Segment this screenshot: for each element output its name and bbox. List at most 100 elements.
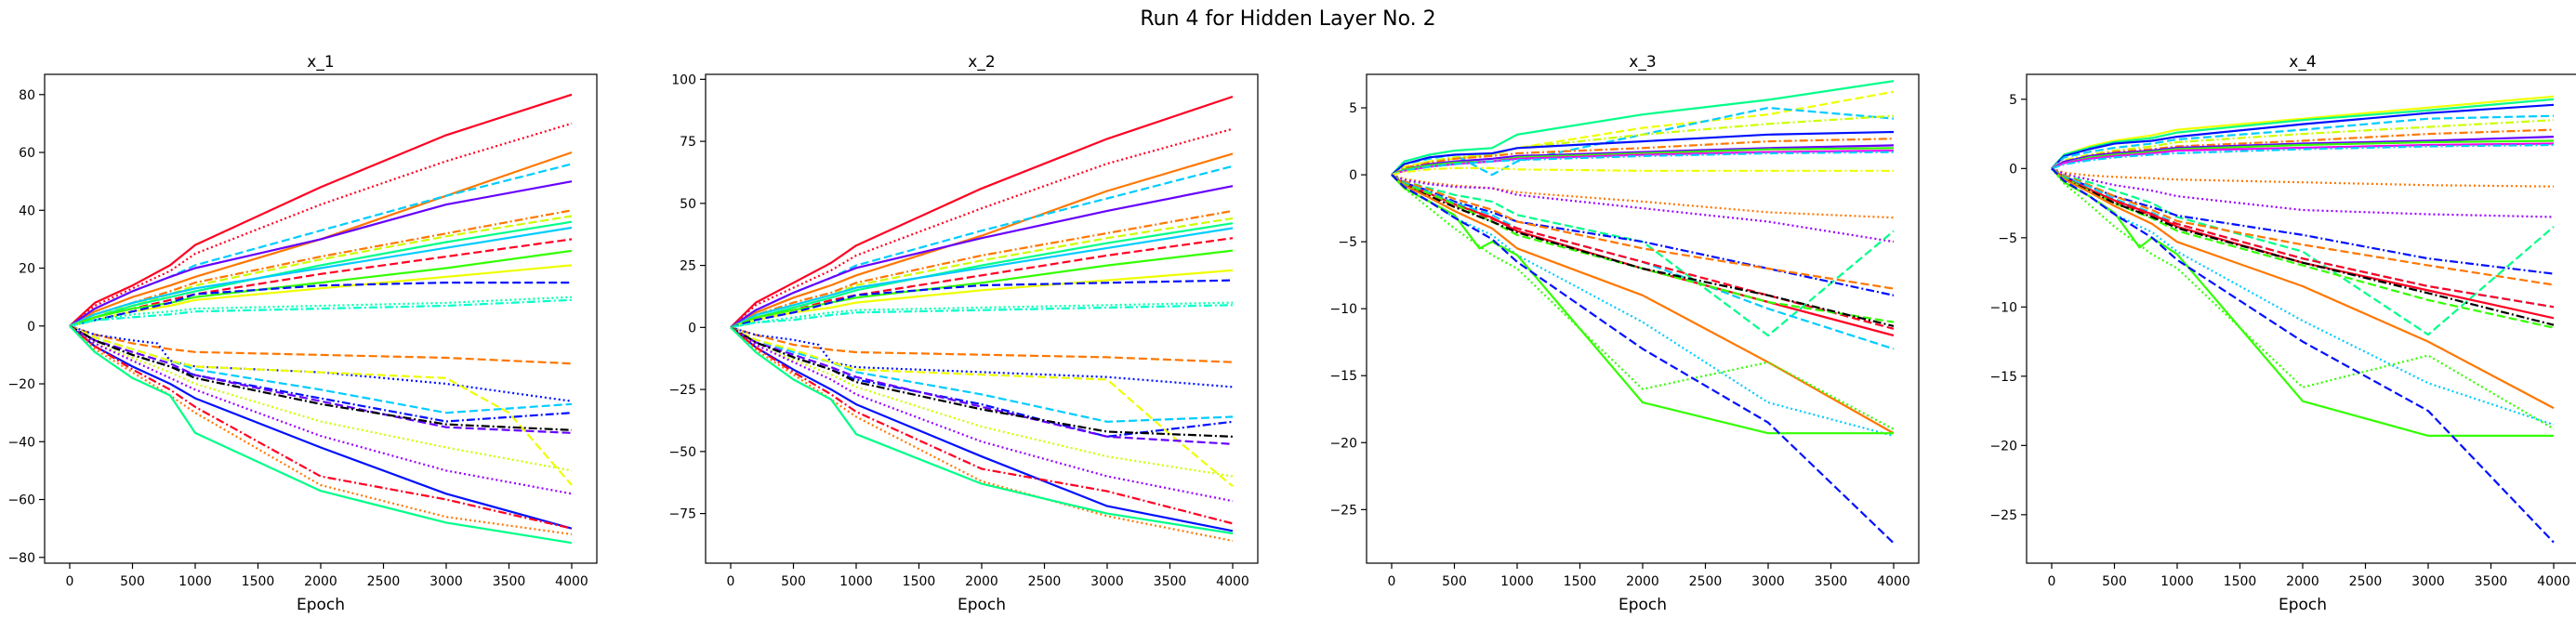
series-line-4 [1391, 114, 1895, 177]
x-tick-label: 3500 [2475, 574, 2508, 589]
x-tick-label: 1000 [1500, 574, 1534, 589]
series-line-3 [69, 151, 573, 327]
x-tick-label: 4000 [1877, 574, 1910, 589]
x-tick-label: 500 [120, 574, 145, 589]
y-tick-label: −20 [1329, 436, 1357, 451]
x-tick-label: 3500 [1154, 574, 1187, 589]
series-line-16 [69, 324, 573, 365]
x-tick-label: 0 [727, 574, 735, 589]
series-line-2 [730, 127, 1234, 329]
subplot-4: 0 500 1000 1500 2000 2500 3000 3500 4000 −25 −20 −1… [1989, 53, 2576, 614]
x-tick-label: 1500 [242, 574, 275, 589]
series-line-18 [730, 326, 1234, 423]
y-tick-label: 100 [671, 72, 696, 87]
y-tick-label: 5 [2009, 93, 2017, 108]
x-tick-label: 1000 [178, 574, 212, 589]
series-group [1391, 80, 1895, 545]
series-line-26 [730, 326, 1234, 525]
series-line-11 [730, 249, 1234, 329]
series-line-10 [2051, 143, 2555, 170]
series-line-19 [69, 324, 573, 486]
x-axis-label: Epoch [958, 596, 1006, 614]
x-tick-label: 3000 [429, 574, 463, 589]
series-line-21 [1391, 174, 1895, 327]
series-line-9 [69, 226, 573, 327]
x-tick-label: 0 [1388, 574, 1396, 589]
series-line-19 [730, 326, 1234, 488]
series-line-22 [69, 324, 573, 431]
x-tick-label: 1000 [2160, 574, 2194, 589]
series-line-12 [730, 269, 1234, 329]
series-line-26 [1391, 174, 1895, 545]
series-line-25 [2051, 167, 2555, 544]
y-tick-label: −20 [7, 377, 35, 392]
x-tick-label: 2000 [965, 574, 998, 589]
series-line-5 [730, 185, 1234, 329]
series-line-14 [1391, 174, 1895, 337]
x-tick-label: 1500 [903, 574, 936, 589]
series-line-13 [730, 279, 1234, 329]
x-tick-label: 0 [66, 574, 74, 589]
y-tick-label: 0 [688, 321, 696, 335]
y-tick-label: 20 [19, 262, 35, 277]
series-line-10 [730, 237, 1234, 329]
y-tick-label: −5 [1998, 231, 2017, 246]
y-tick-label: −50 [668, 445, 696, 460]
y-tick-label: 80 [19, 88, 35, 103]
series-group [2051, 95, 2555, 544]
y-tick-label: 5 [1349, 101, 1357, 116]
x-tick-label: 2500 [1689, 574, 1723, 589]
y-tick-label: 60 [19, 146, 35, 161]
y-tick-label: −25 [1329, 503, 1357, 518]
y-tick-label: −15 [1989, 370, 2017, 385]
series-line-5 [69, 180, 573, 327]
series-line-11 [2051, 167, 2555, 188]
x-axis-label: Epoch [297, 596, 345, 614]
series-line-21 [69, 324, 573, 434]
series-line-18 [69, 324, 573, 414]
series-line-3 [2051, 103, 2555, 170]
x-tick-label: 2000 [2286, 574, 2319, 589]
series-line-5 [1391, 130, 1895, 176]
y-tick-label: −40 [7, 435, 35, 450]
x-axis-label: Epoch [2279, 596, 2327, 614]
series-line-17 [730, 326, 1234, 388]
subplot-1: 0 500 1000 1500 2000 2500 3000 3500 4000 −80 −60 −4… [7, 53, 598, 614]
x-tick-label: 3500 [1815, 574, 1848, 589]
x-tick-label: 1500 [1564, 574, 1597, 589]
x-tick-label: 3000 [2411, 574, 2445, 589]
x-tick-label: 500 [2102, 574, 2127, 589]
y-tick-label: −25 [668, 383, 696, 398]
series-line-11 [1391, 166, 1894, 177]
series-line-15 [69, 298, 573, 327]
series-line-2 [1391, 90, 1895, 177]
series-line-7 [69, 215, 573, 327]
series-group [69, 93, 573, 545]
series-group [730, 95, 1234, 543]
y-tick-label: −60 [7, 493, 35, 508]
y-tick-label: −5 [1338, 235, 1357, 250]
series-line-23 [69, 324, 573, 472]
y-tick-label: −80 [7, 551, 35, 566]
y-tick-label: −10 [1989, 300, 2017, 315]
series-line-15 [2051, 167, 2555, 286]
series-line-13 [2051, 167, 2555, 336]
series-line-15 [1391, 174, 1895, 296]
series-line-15 [730, 304, 1234, 329]
series-line-5 [2051, 119, 2555, 170]
y-tick-label: 0 [1349, 168, 1357, 183]
series-line-18 [1391, 174, 1895, 337]
series-line-25 [1391, 174, 1895, 430]
y-tick-label: 25 [680, 259, 696, 274]
series-line-17 [2051, 167, 2555, 320]
x-tick-label: 500 [781, 574, 806, 589]
series-line-19 [2051, 167, 2555, 329]
series-line-28 [730, 326, 1234, 535]
series-line-14 [2051, 167, 2555, 275]
subplot-title: x_4 [2289, 53, 2316, 72]
series-line-21 [730, 326, 1234, 445]
series-line-7 [2051, 136, 2555, 170]
y-tick-label: 0 [2009, 162, 2017, 177]
series-line-2 [69, 122, 573, 327]
